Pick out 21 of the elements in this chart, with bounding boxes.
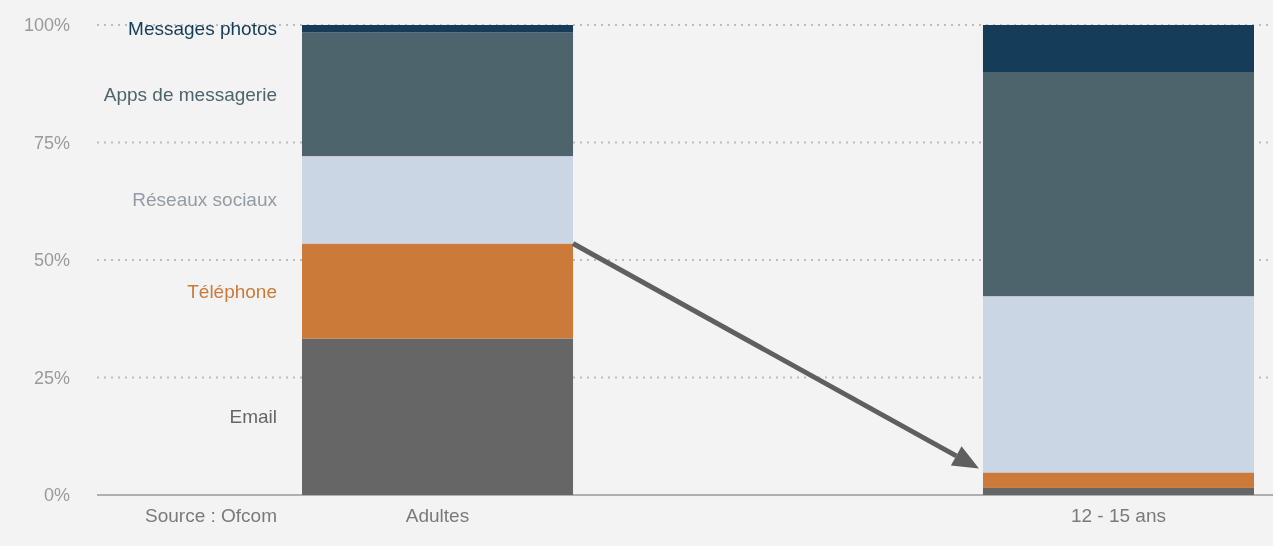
y-tick-label: 75% — [33, 132, 70, 153]
series-label: Téléphone — [187, 280, 277, 302]
series-label: Messages photos — [128, 18, 277, 40]
y-tick-label: 100% — [23, 15, 70, 36]
x-tick-label: 12 - 15 ans — [1070, 505, 1167, 526]
bar — [982, 472, 1254, 488]
bar — [982, 25, 1254, 72]
y-tick-label: 50% — [33, 250, 70, 271]
series-label: Réseaux sociaux — [132, 189, 278, 211]
series-label: Email — [229, 406, 277, 428]
bar — [302, 156, 574, 244]
series-label: Apps de messagerie — [103, 83, 277, 105]
bar — [302, 25, 574, 33]
bar — [982, 296, 1254, 473]
bar — [302, 32, 574, 157]
bar — [982, 487, 1254, 495]
source-note: Source : Ofcom — [145, 505, 277, 526]
y-tick-label: 25% — [33, 367, 70, 388]
x-tick-label: Adultes — [405, 505, 470, 526]
y-tick-label: 0% — [43, 485, 70, 506]
bar — [982, 72, 1254, 297]
